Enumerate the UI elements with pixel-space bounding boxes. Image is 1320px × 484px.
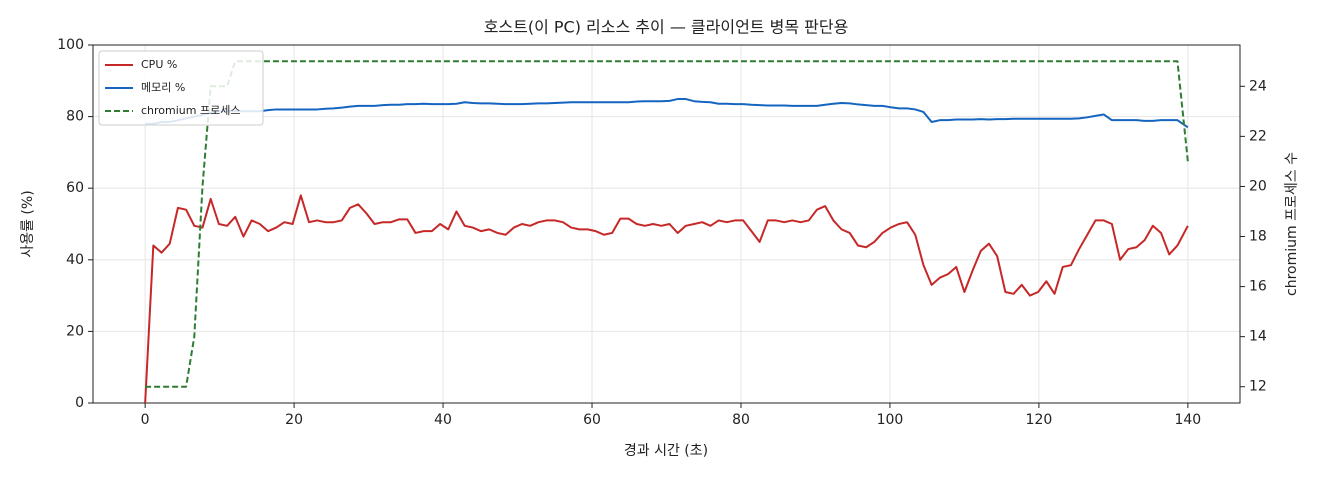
legend-label: 메모리 % xyxy=(141,81,185,94)
y2-tick-label: 24 xyxy=(1249,78,1267,94)
y2-tick-label: 14 xyxy=(1249,329,1267,345)
legend-label: CPU % xyxy=(141,58,177,71)
legend-box xyxy=(98,50,264,126)
y-tick-label: 40 xyxy=(66,252,84,268)
y2-tick-label: 20 xyxy=(1249,178,1267,194)
y2-tick-label: 16 xyxy=(1249,279,1267,295)
x-tick-label: 140 xyxy=(1174,412,1201,428)
x-tick-label: 20 xyxy=(285,412,303,428)
y-tick-label: 0 xyxy=(75,395,84,411)
x-tick-label: 60 xyxy=(583,412,601,428)
chart-title: 호스트(이 PC) 리소스 추이 — 클라이언트 병목 판단용 xyxy=(484,18,849,37)
x-tick-label: 120 xyxy=(1026,412,1053,428)
series-line xyxy=(145,60,1189,388)
y2-axis-label: chromium 프로세스 수 xyxy=(1284,152,1300,296)
series-line xyxy=(144,194,1189,404)
y2-tick-label: 22 xyxy=(1249,128,1267,144)
x-tick-label: 80 xyxy=(732,412,750,428)
y-tick-label: 20 xyxy=(66,323,84,339)
legend-label: chromium 프로세스 xyxy=(141,104,240,117)
plot-frame xyxy=(92,44,1241,404)
y2-tick-label: 18 xyxy=(1249,229,1267,245)
y-tick-label: 60 xyxy=(66,180,84,196)
y-axis-label: 사용률 (%) xyxy=(20,190,36,257)
y-tick-label: 100 xyxy=(57,37,84,53)
series-line xyxy=(145,98,1189,129)
x-tick-label: 0 xyxy=(141,412,150,428)
x-axis-label: 경과 시간 (초) xyxy=(624,443,708,459)
x-tick-label: 40 xyxy=(434,412,452,428)
y2-tick-label: 12 xyxy=(1249,379,1267,395)
y-tick-label: 80 xyxy=(66,109,84,125)
x-tick-label: 100 xyxy=(877,412,904,428)
